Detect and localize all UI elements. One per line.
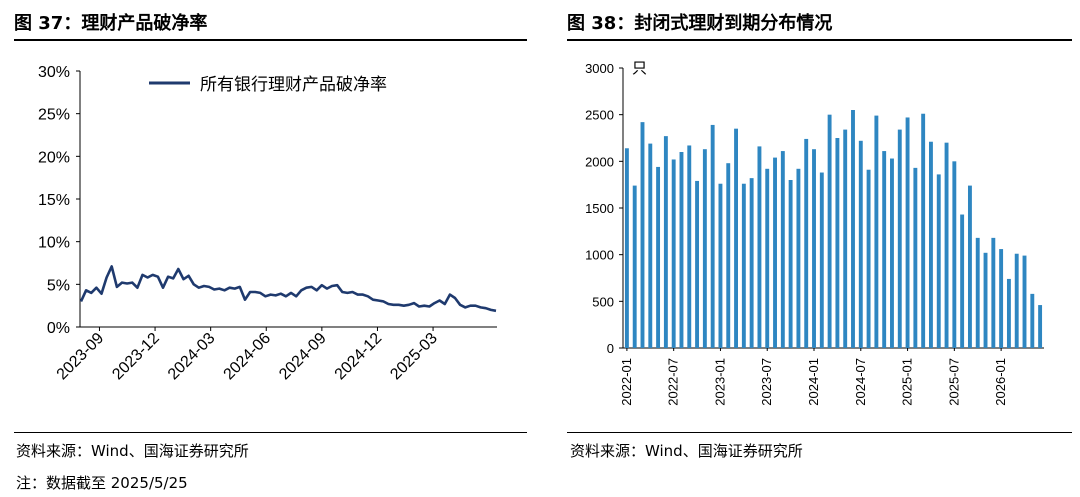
right-bar — [1022, 255, 1027, 348]
right-x-tick-label: 2025-07 — [946, 358, 961, 406]
left-y-tick-label: 20% — [38, 149, 70, 166]
right-x-tick-label: 2023-01 — [712, 358, 727, 406]
right-bar — [1030, 293, 1035, 348]
left-y-tick-label: 25% — [38, 107, 70, 124]
left-x-tick-label: 2024-12 — [332, 330, 386, 384]
right-bar — [624, 148, 629, 348]
right-y-tick-label: 0 — [607, 341, 614, 356]
right-bar — [991, 237, 996, 348]
right-bar — [960, 214, 965, 348]
right-bar — [734, 128, 738, 348]
right-x-tick-label: 2024-01 — [806, 358, 821, 406]
right-bar — [975, 237, 980, 348]
left-y-tick-label: 15% — [38, 192, 70, 209]
right-x-tick-label: 2026-01 — [993, 358, 1008, 406]
right-bar — [874, 115, 879, 348]
right-y-tick-label: 1500 — [585, 201, 614, 216]
left-legend-label: 所有银行理财产品破净率 — [200, 75, 387, 94]
right-bar — [765, 168, 770, 348]
right-bar — [1038, 305, 1043, 348]
right-x-tick-label: 2024-07 — [853, 358, 868, 406]
left-series-line — [79, 265, 497, 313]
right-y-unit-label: 只 — [632, 60, 647, 77]
right-bar — [687, 145, 692, 348]
left-line-chart: 0% 5% 10% 15% 20% 25% 30% 2023-09 2023-12 2024-03… — [38, 64, 497, 383]
right-bar — [695, 180, 700, 348]
right-bar — [632, 185, 637, 348]
right-bar — [640, 122, 645, 348]
right-bar — [858, 140, 863, 348]
right-y-tick-label: 2500 — [585, 108, 614, 123]
right-x-tick-label: 2022-07 — [666, 358, 681, 406]
right-bar — [866, 169, 871, 348]
right-title-rule — [567, 39, 1072, 41]
right-bar — [773, 157, 777, 348]
right-bar — [851, 110, 855, 348]
right-bar — [804, 138, 809, 348]
right-bar — [1006, 278, 1011, 348]
right-y-tick-label: 500 — [592, 294, 614, 309]
right-source-rule — [567, 432, 1072, 433]
right-bar — [757, 146, 762, 348]
left-x-tick-label: 2025-03 — [387, 330, 441, 384]
right-x-tick-label: 2025-01 — [900, 358, 915, 406]
right-bar — [663, 136, 668, 348]
right-y-tick-label: 1000 — [585, 248, 614, 263]
right-bar — [702, 149, 707, 348]
right-bar-chart: 0 500 1000 1500 2000 2500 3000 只 2022-01 2022-07 2… — [585, 60, 1044, 406]
right-bar — [913, 167, 918, 348]
right-bar — [843, 129, 848, 348]
right-bar — [656, 166, 661, 348]
left-y-tick-label: 30% — [38, 64, 70, 81]
right-x-tick-label: 2023-07 — [759, 358, 774, 406]
right-bar — [827, 114, 832, 348]
left-x-tick-label: 2024-09 — [276, 330, 330, 384]
right-bar — [897, 129, 902, 348]
right-bar — [726, 163, 731, 348]
left-x-tick-label: 2024-03 — [165, 330, 219, 384]
left-y-tick-label: 10% — [38, 235, 70, 252]
right-bar — [967, 185, 972, 348]
left-y-tick-label: 0% — [47, 320, 70, 337]
left-source-text: 资料来源：Wind、国海证券研究所 — [16, 442, 249, 460]
left-x-tick-label: 2023-12 — [109, 330, 163, 384]
left-title-rule — [14, 39, 527, 41]
right-bar — [936, 174, 941, 348]
right-bar — [882, 151, 887, 348]
right-bar — [710, 124, 715, 349]
right-bar — [780, 151, 785, 348]
right-bar — [921, 113, 926, 348]
footnote-text: 注：数据截至 2025/5/25 — [16, 474, 188, 492]
right-bar — [788, 180, 793, 348]
right-x-tick-label: 2022-01 — [619, 358, 634, 406]
right-bar — [952, 161, 957, 348]
right-bar — [835, 138, 840, 348]
left-source-rule — [14, 432, 527, 433]
right-bar — [944, 142, 949, 348]
right-bar — [905, 117, 910, 348]
right-chart-title: 图 38：封闭式理财到期分布情况 — [567, 13, 833, 34]
right-source-text: 资料来源：Wind、国海证券研究所 — [570, 442, 803, 460]
right-bar — [819, 172, 824, 348]
left-chart-title: 图 37：理财产品破净率 — [14, 13, 208, 34]
right-bar — [1014, 253, 1019, 348]
right-y-tick-label: 2000 — [585, 154, 614, 169]
left-x-tick-label: 2024-06 — [221, 330, 275, 384]
right-bar — [679, 152, 684, 348]
right-bar — [749, 178, 754, 348]
right-bar — [890, 158, 894, 348]
right-bar — [718, 183, 723, 348]
right-bar — [812, 149, 816, 348]
right-bar — [999, 249, 1004, 348]
left-x-tick-label: 2023-09 — [54, 330, 108, 384]
right-bar — [671, 159, 676, 348]
right-bar — [983, 252, 988, 348]
right-bar — [796, 168, 801, 348]
right-y-tick-label: 3000 — [585, 61, 614, 76]
right-bar — [929, 141, 933, 348]
right-bar — [648, 143, 653, 348]
left-y-tick-label: 5% — [47, 277, 70, 294]
right-bar — [741, 183, 746, 348]
